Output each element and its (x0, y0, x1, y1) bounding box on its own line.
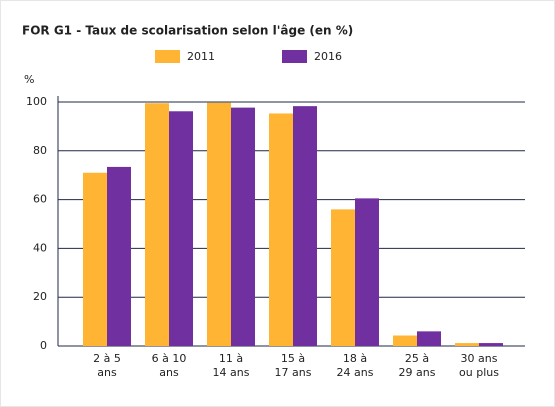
y-tick-label: 0 (40, 339, 47, 352)
bar (83, 172, 107, 346)
x-tick-label: ou plus (459, 366, 499, 379)
y-tick-label: 20 (33, 290, 47, 303)
x-tick-label: 29 ans (399, 366, 436, 379)
bar (393, 335, 417, 346)
chart-title: FOR G1 - Taux de scolarisation selon l'â… (22, 24, 353, 38)
bar (269, 113, 293, 346)
bar (355, 198, 379, 346)
bar (293, 106, 317, 346)
bar (417, 331, 441, 346)
bar (331, 209, 355, 346)
x-tick-label: ans (159, 366, 179, 379)
y-axis-label: % (24, 73, 34, 86)
bar (207, 102, 231, 347)
legend-label: 2011 (187, 50, 215, 63)
x-tick-label: 2 à 5 (93, 352, 121, 365)
y-tick-label: 80 (33, 144, 47, 157)
x-tick-label: 6 à 10 (152, 352, 187, 365)
bar (231, 107, 255, 346)
bar (107, 166, 131, 346)
y-tick-label: 40 (33, 241, 47, 254)
x-tick-label: 25 à (405, 352, 429, 365)
x-tick-label: ans (97, 366, 117, 379)
bar (145, 103, 169, 346)
x-tick-label: 24 ans (337, 366, 374, 379)
x-tick-label: 15 à (281, 352, 305, 365)
legend-swatch (155, 50, 180, 63)
bar (169, 111, 193, 346)
legend-label: 2016 (314, 50, 342, 63)
x-tick-label: 14 ans (213, 366, 250, 379)
legend-swatch (282, 50, 307, 63)
bar (455, 343, 479, 346)
bar (479, 343, 503, 346)
x-tick-label: 11 à (219, 352, 243, 365)
x-tick-label: 17 ans (275, 366, 312, 379)
x-tick-label: 30 ans (461, 352, 498, 365)
x-tick-label: 18 à (343, 352, 367, 365)
y-tick-label: 100 (26, 95, 47, 108)
y-tick-label: 60 (33, 193, 47, 206)
